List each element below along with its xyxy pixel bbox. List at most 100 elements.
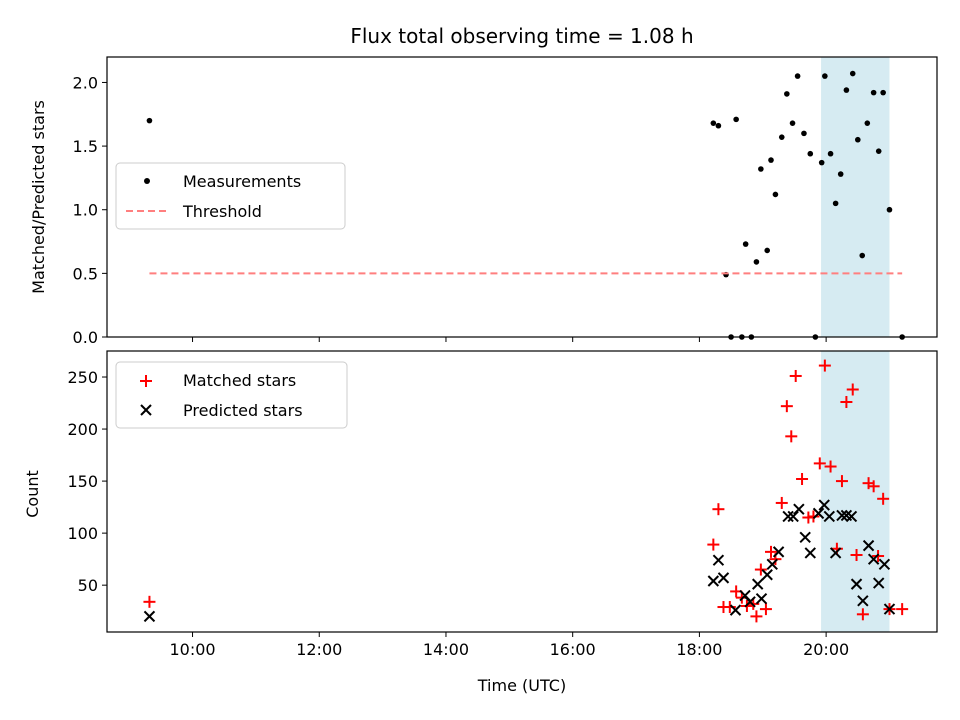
matched-star-point	[789, 369, 802, 382]
top-legend: Measurements Threshold	[115, 162, 346, 230]
bottom-y-axis-label: Count	[23, 470, 42, 518]
matched-star-point	[813, 457, 826, 470]
measurement-point	[880, 89, 886, 96]
measurement-point	[778, 134, 785, 140]
measurement-point	[753, 259, 760, 265]
predicted-star-point	[707, 575, 720, 587]
measurement-point	[837, 171, 844, 177]
measurement-point	[859, 252, 866, 259]
measurement-point	[886, 206, 893, 213]
bottom-x-tick-label: 18:00	[676, 640, 722, 659]
measurement-point	[784, 91, 790, 97]
measurement-point	[807, 150, 814, 157]
top-y-tick-label: 0.0	[73, 328, 98, 347]
top-y-tick-label: 0.5	[73, 264, 98, 283]
bottom-y-tick-label: 50	[78, 576, 98, 595]
matched-star-point	[867, 480, 880, 493]
predicted-star-point	[766, 558, 778, 571]
matched-star-point	[807, 510, 820, 523]
predicted-star-point	[787, 510, 799, 523]
measurement-point	[827, 150, 834, 157]
matched-star-point	[840, 395, 853, 408]
measurement-point	[733, 116, 739, 123]
predicted-star-point	[804, 547, 816, 559]
legend-matched-marker	[140, 375, 152, 387]
measurement-point	[764, 247, 770, 254]
predicted-star-point	[878, 558, 891, 571]
matched-star-point	[785, 430, 798, 443]
predicted-star-point	[761, 569, 773, 581]
matched-star-point	[802, 511, 815, 524]
predicted-star-point	[793, 503, 805, 515]
predicted-star-point	[873, 577, 885, 589]
predicted-star-point	[862, 539, 875, 552]
top-y-tick-label: 1.5	[73, 137, 98, 156]
top-y-axis-label: Matched/Predicted stars	[29, 100, 48, 294]
measurement-point	[849, 70, 856, 77]
bottom-shaded-span	[821, 351, 890, 632]
predicted-star-point	[799, 531, 811, 543]
measurement-point	[801, 130, 807, 137]
predicted-star-point	[857, 595, 869, 607]
predicted-star-point	[850, 578, 863, 590]
bottom-y-tick-label: 200	[67, 420, 98, 439]
predicted-star-point	[143, 610, 156, 623]
top-panel-frame	[106, 56, 938, 338]
measurement-point	[146, 117, 153, 124]
top-y-tick-label: 2.0	[73, 73, 98, 92]
predicted-star-point	[755, 592, 768, 605]
matched-star-point	[712, 503, 725, 516]
predicted-star-point	[812, 507, 825, 520]
legend-matched-label: Matched stars	[183, 371, 296, 390]
matched-star-point	[775, 496, 788, 509]
legend-threshold-label: Threshold	[182, 202, 262, 221]
bottom-x-tick-label: 16:00	[550, 640, 596, 659]
matched-star-point	[759, 603, 772, 616]
bottom-x-tick-label: 20:00	[803, 640, 849, 659]
measurement-point	[855, 136, 861, 143]
matched-star-point	[143, 595, 156, 608]
matched-star-point	[818, 359, 831, 372]
bottom-y-tick-label: 150	[67, 472, 98, 491]
top-legend-box	[115, 162, 346, 230]
bottom-panel: 50 100 150 200 250 10:00 12:00 14:00 16:00 18:00…	[23, 350, 938, 695]
legend-measurements-marker	[144, 178, 150, 184]
matched-star-point	[824, 460, 837, 473]
matched-star-point	[780, 400, 793, 413]
measurement-point	[742, 241, 749, 247]
matched-star-point	[765, 545, 777, 558]
bottom-panel-frame	[106, 350, 938, 633]
legend-measurements-label: Measurements	[183, 172, 301, 191]
matched-star-point	[754, 563, 767, 576]
predicted-star-point	[823, 510, 835, 523]
measurement-point	[768, 157, 774, 163]
predicted-star-point	[729, 604, 742, 616]
matched-star-point	[835, 475, 848, 488]
top-panel: 0.00.51.01.52.0 Matched/Predicted stars …	[29, 56, 938, 347]
matched-star-point	[750, 610, 763, 623]
bottom-x-tick-label: 14:00	[423, 640, 469, 659]
legend-predicted-marker	[140, 404, 152, 416]
bottom-legend: Matched stars Predicted stars	[115, 361, 348, 429]
matched-star-point	[846, 383, 859, 396]
measurement-point	[772, 191, 779, 198]
measurement-point	[832, 200, 839, 207]
bottom-y-tick-label: 250	[67, 368, 98, 387]
predicted-star-point	[782, 510, 794, 523]
predicted-star-point	[751, 578, 764, 590]
measurement-point	[710, 120, 717, 126]
measurement-point	[843, 87, 850, 93]
measurement-point	[794, 73, 801, 79]
bottom-legend-box	[115, 361, 348, 429]
measurement-point	[822, 73, 828, 79]
bottom-x-tick-label: 12:00	[296, 640, 342, 659]
measurement-point	[789, 120, 796, 126]
predicted-star-point	[818, 499, 830, 511]
matched-star-point	[856, 608, 869, 621]
predicted-star-point	[829, 547, 842, 559]
matched-star-point	[850, 548, 863, 561]
matched-star-point	[707, 538, 720, 551]
predicted-star-point	[744, 596, 756, 608]
measurement-point	[875, 148, 882, 154]
